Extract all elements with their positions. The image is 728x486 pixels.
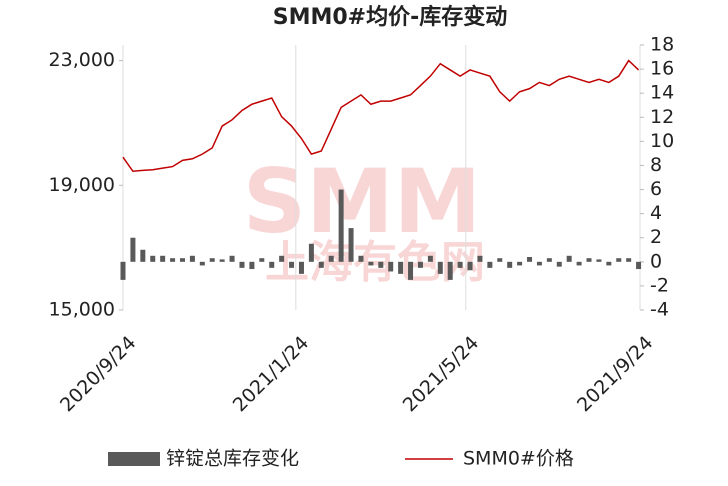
bar [249,261,255,270]
bar [398,261,404,274]
bar [586,258,592,262]
bar [378,261,384,268]
bar [150,255,156,262]
y2-tick-label: 12 [650,106,674,128]
legend-swatch [108,452,160,466]
bar [566,255,572,262]
y2-tick-label: -4 [650,299,669,321]
watermark: SMM [243,150,482,253]
bar [170,258,176,262]
legend-label: SMM0#价格 [463,448,574,470]
bar [130,237,136,262]
bar [239,261,245,268]
bar [467,261,473,271]
y2-tick-label: 2 [650,226,662,248]
bar [140,249,146,262]
x-tick-label: 2021/9/24 [573,332,657,416]
bar [368,261,374,266]
bar [160,255,166,262]
y-tick-label: 15,000 [49,299,115,321]
legend-label: 锌锭总库存变化 [166,448,299,470]
bar [417,261,423,268]
y2-tick-label: 16 [650,58,674,80]
bar [219,259,225,262]
bar [209,258,215,262]
y2-tick-label: 0 [650,250,662,272]
bar [527,257,533,262]
x-tick-label: 2021/1/24 [229,332,313,416]
x-tick-label: 2020/9/24 [56,332,140,416]
bar [229,255,235,262]
bar [348,228,354,262]
bar [259,258,265,262]
y2-tick-label: -2 [650,274,669,296]
bar [308,243,314,262]
bar [606,261,612,266]
bar [636,261,642,270]
bar [279,255,285,262]
y2-tick-label: 14 [650,82,674,104]
y-tick-label: 19,000 [49,174,115,196]
bar [556,261,562,267]
bar [328,255,334,262]
bar [626,258,632,262]
bar [120,261,126,280]
line [122,59,640,173]
bar [289,261,295,268]
bar [517,261,523,266]
bar [199,261,205,266]
bar [487,261,493,268]
bar [358,255,364,262]
bar [388,261,394,272]
bar [507,261,513,268]
bar [616,258,622,262]
bar [298,261,304,274]
bar [427,255,433,262]
bar [546,258,552,262]
y2-tick-label: 18 [650,34,674,56]
chart-title: SMM0#均价-库存变动 [273,4,508,30]
bar [189,255,195,262]
y2-tick-label: 8 [650,154,662,176]
bar [447,261,453,280]
bar [408,261,414,280]
bar [477,255,483,262]
bar [437,261,443,274]
bar [596,259,602,262]
bar [318,261,324,268]
y2-tick-label: 10 [650,130,674,152]
y2-tick-label: 6 [650,178,662,200]
bar [457,261,463,268]
bar [269,261,275,268]
y2-tick-label: 4 [650,202,662,224]
x-tick-label: 2021/5/24 [399,332,483,416]
bar [338,189,344,262]
bar [576,261,582,266]
bar [536,261,542,266]
bar [179,258,185,262]
bar [497,258,503,262]
y-tick-label: 23,000 [49,49,115,71]
